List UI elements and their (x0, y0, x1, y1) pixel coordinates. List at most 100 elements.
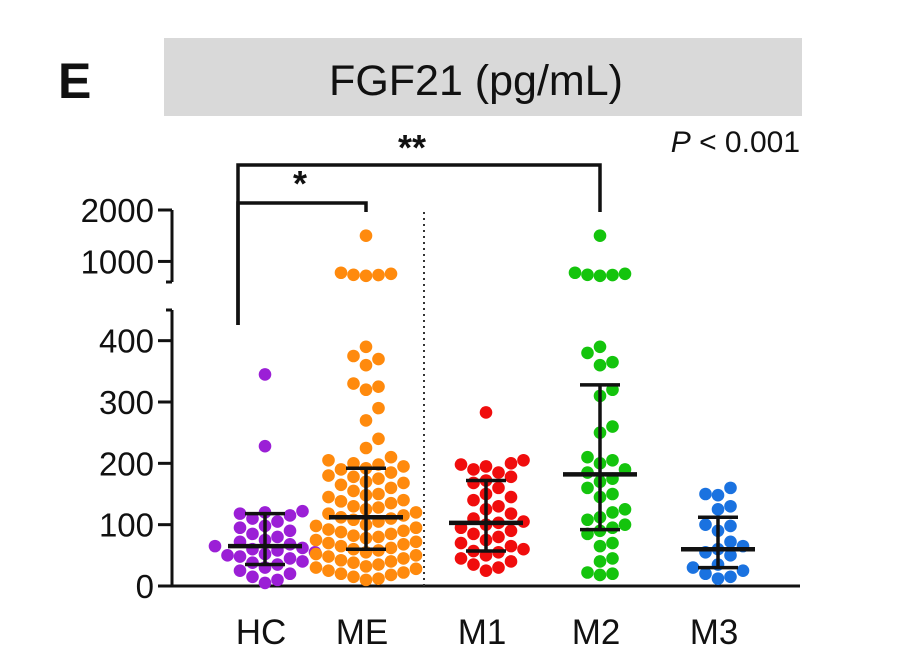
data-point-me (347, 499, 360, 513)
data-point-hc (233, 564, 247, 577)
y-tick-label: 1000 (81, 243, 154, 280)
data-point-m3 (724, 519, 737, 533)
data-point-hc (246, 570, 259, 584)
data-point-me (347, 529, 360, 543)
data-point-hc (233, 507, 247, 520)
x-tick-label: M1 (458, 613, 507, 652)
data-point-m2 (606, 268, 619, 282)
data-point-m1 (479, 564, 493, 577)
data-point-m2 (606, 487, 619, 501)
data-point-hc (271, 515, 284, 528)
data-point-me (409, 506, 423, 519)
data-point-me (359, 340, 373, 354)
data-point-me (334, 525, 348, 539)
data-point-hc (233, 521, 247, 535)
data-point-me (359, 573, 373, 587)
data-point-me (347, 556, 360, 569)
data-point-hc (283, 524, 297, 538)
data-point-m1 (467, 493, 480, 507)
y-tick-label: 0 (136, 568, 154, 605)
data-point-me (322, 564, 335, 577)
data-point-m1 (479, 460, 493, 473)
data-point-m3 (711, 488, 725, 502)
data-point-m3 (736, 564, 750, 577)
data-point-hc (283, 552, 297, 565)
data-point-hc (221, 549, 234, 562)
p-value-annotation: P < 0.001 (671, 126, 800, 159)
data-point-hc (208, 539, 222, 553)
data-point-m1 (454, 458, 468, 471)
chart-title: FGF21 (pg/mL) (329, 57, 623, 105)
data-point-me (409, 535, 423, 549)
data-point-me (347, 484, 360, 498)
data-point-m2 (606, 453, 619, 467)
data-point-m2 (581, 268, 594, 282)
data-point-m3 (724, 549, 737, 562)
data-point-hc (258, 576, 272, 590)
data-point-me (322, 490, 335, 504)
data-point-me (397, 552, 410, 565)
data-point-m3 (724, 535, 737, 549)
data-point-me (384, 466, 398, 479)
panel-label: E (58, 53, 91, 109)
data-point-m2 (606, 420, 619, 433)
data-point-m2 (606, 355, 619, 369)
data-point-m1 (454, 536, 468, 550)
data-point-m3 (711, 572, 725, 585)
title-band (164, 38, 802, 116)
data-point-m1 (492, 561, 505, 574)
data-point-me (334, 463, 348, 476)
significance-brackets: *** (236, 127, 602, 325)
data-point-m3 (699, 487, 712, 501)
data-point-m2 (618, 267, 632, 281)
data-point-m2 (593, 539, 607, 553)
data-point-m2 (606, 552, 619, 565)
data-point-m1 (492, 481, 505, 495)
x-tick-label: ME (336, 613, 389, 652)
data-point-me (359, 383, 373, 397)
data-point-hc (271, 573, 284, 587)
data-point-m2 (593, 269, 607, 283)
data-point-m2 (581, 346, 594, 360)
data-point-m2 (593, 340, 607, 354)
data-point-m2 (581, 513, 594, 527)
data-point-me (372, 432, 385, 446)
data-point-me (384, 527, 398, 541)
data-point-me (384, 450, 398, 464)
data-point-me (384, 496, 398, 510)
data-point-me (397, 460, 410, 473)
data-point-me (409, 521, 423, 535)
data-point-m1 (467, 527, 480, 541)
data-point-m1 (504, 507, 518, 520)
data-point-me (347, 570, 360, 584)
data-point-m2 (581, 481, 594, 495)
data-point-me (309, 561, 323, 574)
data-point-me (347, 268, 360, 282)
data-points (208, 229, 750, 590)
data-point-m2 (593, 555, 607, 568)
data-point-m1 (492, 466, 505, 479)
data-point-hc (258, 439, 272, 453)
data-point-m1 (504, 457, 518, 470)
data-point-me (359, 269, 373, 283)
data-point-m1 (504, 470, 518, 484)
x-tick-labels: HC ME M1 M2 M3 (236, 613, 739, 652)
data-point-m1 (492, 499, 505, 513)
data-point-m1 (454, 552, 468, 565)
data-point-me (384, 481, 398, 495)
x-tick-label: M2 (572, 613, 621, 652)
data-point-m1 (517, 453, 530, 467)
data-point-me (359, 560, 373, 573)
data-point-m2 (581, 450, 594, 464)
data-point-m1 (479, 406, 493, 419)
data-point-me (359, 414, 373, 427)
data-point-m2 (568, 266, 582, 280)
data-point-me (384, 568, 398, 582)
data-point-me (359, 229, 373, 243)
data-point-m1 (504, 490, 518, 504)
data-point-me (347, 377, 360, 390)
data-point-me (359, 358, 373, 372)
data-point-me (347, 470, 360, 484)
data-point-m3 (724, 481, 737, 495)
x-tick-label: HC (236, 613, 287, 652)
